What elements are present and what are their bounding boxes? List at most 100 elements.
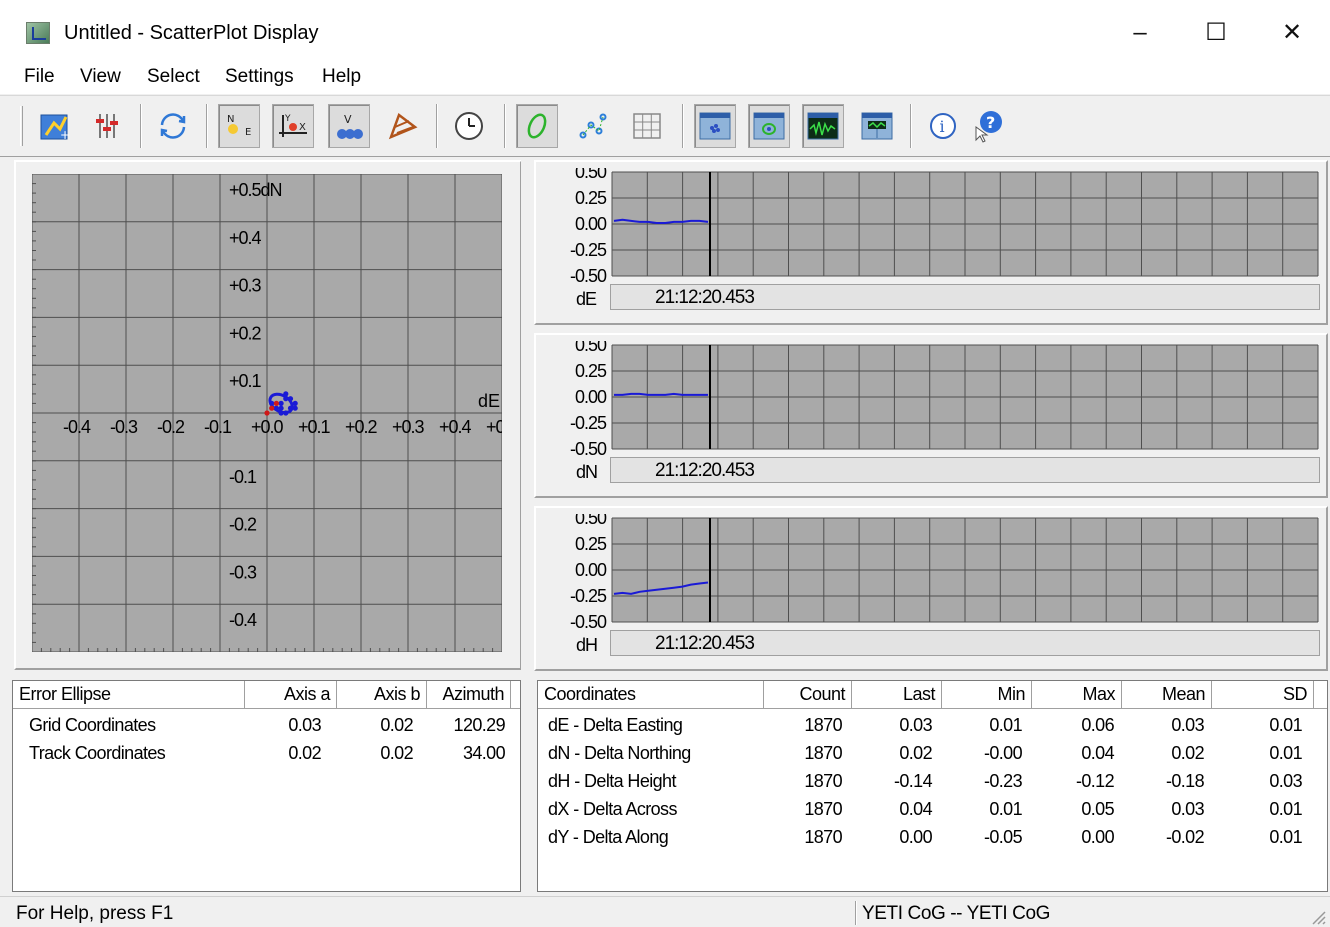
cell-value: 0.04 bbox=[899, 799, 932, 819]
timeseries-plot-dn[interactable]: 0.50 0.25 0.00 -0.25 -0.50 bbox=[544, 341, 1324, 459]
toolbar-separator bbox=[682, 104, 684, 148]
scatter-point bbox=[287, 396, 294, 402]
y-tick-label: 0.25 bbox=[575, 534, 607, 554]
column-header[interactable]: Axis b bbox=[337, 681, 427, 709]
scatter-point bbox=[283, 391, 289, 397]
minimize-button[interactable]: – bbox=[1133, 19, 1147, 46]
column-header[interactable]: Max bbox=[1032, 681, 1122, 709]
ellipse-view-button[interactable] bbox=[748, 104, 790, 148]
y-tick-label: -0.2 bbox=[229, 515, 257, 535]
vector-button[interactable]: V bbox=[328, 104, 370, 148]
refresh-button[interactable] bbox=[152, 104, 194, 148]
cell-value: 0.04 bbox=[1081, 743, 1114, 763]
channel-label: dN bbox=[576, 462, 598, 482]
cell-value: 1870 bbox=[804, 715, 842, 735]
column-header[interactable]: Error Ellipse bbox=[13, 681, 245, 709]
antenna-button[interactable] bbox=[382, 104, 424, 148]
size-grip-icon[interactable] bbox=[1308, 907, 1326, 925]
menu-file[interactable]: File bbox=[24, 66, 55, 87]
cell-value: -0.05 bbox=[983, 827, 1023, 847]
timestamp-box: 21:12:20.453 bbox=[610, 630, 1320, 656]
toolbar-separator bbox=[436, 104, 438, 148]
timestamp: 21:12:20.453 bbox=[655, 633, 755, 654]
mixer-button[interactable] bbox=[86, 104, 128, 148]
timestamp: 21:12:20.453 bbox=[655, 287, 755, 308]
grid-button[interactable] bbox=[626, 104, 668, 148]
y-tick-label: +0.1 bbox=[229, 371, 262, 391]
timeseries-plot-dh[interactable]: 0.50 0.25 0.00 -0.25 -0.50 bbox=[544, 514, 1324, 632]
column-header[interactable]: Mean bbox=[1122, 681, 1212, 709]
grid-icon bbox=[633, 113, 661, 139]
row-label: Track Coordinates bbox=[29, 743, 166, 763]
y-tick-label: 0.00 bbox=[575, 560, 607, 580]
column-header[interactable]: Last bbox=[852, 681, 942, 709]
timestamp-box: 21:12:20.453 bbox=[610, 284, 1320, 310]
ellipse-icon bbox=[527, 113, 547, 139]
help-button[interactable]: ? bbox=[968, 104, 1010, 148]
error-ellipse-table: Error Ellipse Axis a Axis b Azimuth Grid… bbox=[12, 680, 521, 892]
timestamp: 21:12:20.453 bbox=[655, 460, 755, 481]
column-header[interactable]: Count bbox=[764, 681, 852, 709]
ellipse-button[interactable] bbox=[516, 104, 558, 148]
column-header[interactable]: Min bbox=[942, 681, 1032, 709]
scatter-view-button[interactable] bbox=[694, 104, 736, 148]
timeseries-view-button[interactable] bbox=[802, 104, 844, 148]
scatter-point bbox=[283, 396, 289, 402]
menu-view[interactable]: View bbox=[80, 66, 121, 87]
maximize-button[interactable]: ☐ bbox=[1205, 19, 1227, 46]
x-tick-label: +0.1 bbox=[298, 417, 331, 437]
scatter-point bbox=[264, 410, 270, 416]
clock-icon bbox=[455, 112, 483, 140]
column-header[interactable]: Azimuth bbox=[427, 681, 511, 709]
cell-value: 0.02 bbox=[899, 743, 932, 763]
row-label: dE - Delta Easting bbox=[548, 715, 683, 735]
info-button[interactable]: i bbox=[922, 104, 964, 148]
menu-settings[interactable]: Settings bbox=[225, 66, 294, 87]
scatter-point bbox=[273, 405, 279, 411]
y-tick-label: -0.50 bbox=[570, 266, 607, 286]
status-source-text: YETI CoG -- YETI CoG bbox=[862, 903, 1051, 924]
scatter-plot-panel: +0.5dN +0.4 +0.3 +0.2 +0.1 -0.1 -0.2 -0.3 -0.4 -0… bbox=[14, 160, 522, 670]
toolbar-separator bbox=[504, 104, 506, 148]
azimuth-value: 34.00 bbox=[462, 743, 506, 763]
split-view-icon bbox=[861, 112, 893, 140]
xy-axes-icon: YX bbox=[279, 114, 307, 137]
scatter-point bbox=[278, 410, 284, 416]
column-header[interactable]: Coordinates bbox=[538, 681, 764, 709]
cell-value: 1870 bbox=[804, 771, 842, 791]
close-button[interactable]: ✕ bbox=[1281, 19, 1303, 46]
svg-text:V: V bbox=[344, 113, 352, 126]
row-label: dY - Delta Along bbox=[548, 827, 669, 847]
axis-a-value: 0.03 bbox=[288, 715, 321, 735]
timeseries-panel-dn: 0.50 0.25 0.00 -0.25 -0.50 dN 21:12:20.453 bbox=[534, 333, 1328, 498]
channel-label: dE bbox=[576, 289, 597, 309]
coordinates-table: Coordinates Count Last Min Max Mean SD d… bbox=[537, 680, 1328, 892]
cell-value: -0.02 bbox=[1165, 827, 1205, 847]
toolbar-separator bbox=[910, 104, 912, 148]
timeseries-plot-de[interactable]: 0.50 0.25 0.00 -0.25 -0.50 bbox=[544, 168, 1324, 286]
split-view-button[interactable] bbox=[856, 104, 898, 148]
vertical-splitter[interactable] bbox=[521, 158, 533, 888]
channel-label: dH bbox=[576, 635, 598, 655]
scatter-plot[interactable]: +0.5dN +0.4 +0.3 +0.2 +0.1 -0.1 -0.2 -0.3 -0.4 -0… bbox=[32, 174, 502, 652]
column-header[interactable]: SD bbox=[1212, 681, 1314, 709]
new-plot-button[interactable]: + bbox=[34, 104, 76, 148]
scatter-points-button[interactable] bbox=[572, 104, 614, 148]
series-line bbox=[613, 581, 709, 595]
info-icon: i bbox=[930, 113, 956, 139]
toolbar-grip[interactable] bbox=[20, 106, 23, 146]
clock-button[interactable] bbox=[448, 104, 490, 148]
cell-value: 0.01 bbox=[1269, 799, 1302, 819]
status-help-text: For Help, press F1 bbox=[16, 903, 174, 924]
scatter-point bbox=[278, 405, 284, 411]
column-header[interactable]: Axis a bbox=[245, 681, 337, 709]
cell-value: 0.03 bbox=[1171, 715, 1204, 735]
cell-value: 0.01 bbox=[1269, 827, 1302, 847]
x-tick-label: -0.2 bbox=[157, 417, 185, 437]
menu-select[interactable]: Select bbox=[147, 66, 200, 87]
x-tick-label: +0.2 bbox=[345, 417, 378, 437]
menu-help[interactable]: Help bbox=[322, 66, 362, 87]
y-tick-label: 0.25 bbox=[575, 361, 607, 381]
